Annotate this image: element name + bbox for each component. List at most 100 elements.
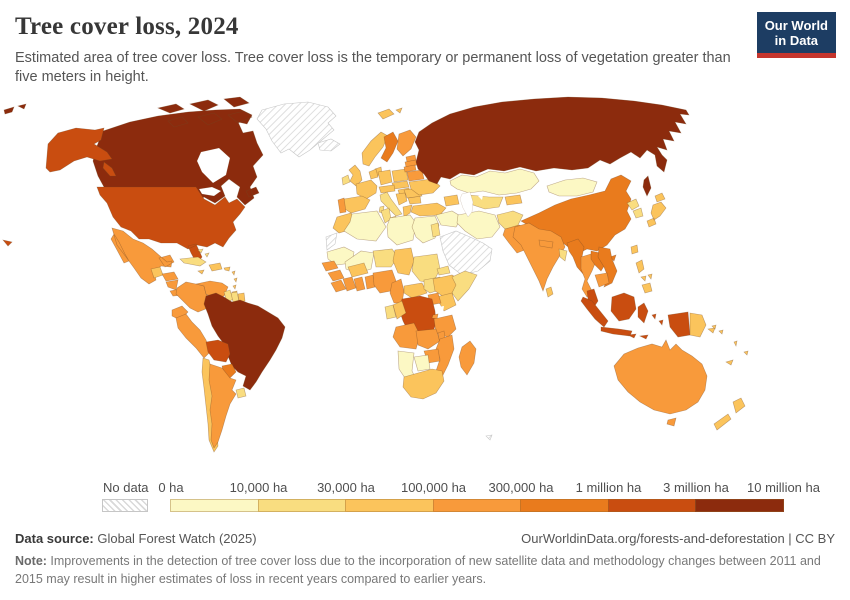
country-fiji[interactable] [743,350,749,356]
country-philippines[interactable] [635,259,653,294]
country-mongolia[interactable] [546,177,598,197]
country-russia[interactable] [3,96,690,197]
country-jamaica[interactable] [197,269,205,275]
country-israel-jordan[interactable] [430,222,441,238]
country-spain[interactable] [341,195,371,214]
country-central-african-republic[interactable] [403,282,428,299]
country-burkina-faso[interactable] [347,262,369,278]
country-norway[interactable] [361,131,389,167]
country-cambodia[interactable] [594,272,610,288]
country-poland[interactable] [391,168,409,183]
country-kerguelen[interactable] [485,434,493,441]
country-egypt[interactable] [411,215,440,244]
country-french-guiana[interactable] [237,292,246,303]
country-liberia[interactable] [330,279,347,293]
country-india[interactable] [512,222,566,292]
no-data-swatch[interactable] [102,499,148,512]
country-senegal[interactable] [321,260,339,272]
country-cuba[interactable] [179,256,207,267]
country-papua-new-guinea[interactable] [689,312,716,338]
legend-swatch[interactable] [520,499,609,512]
country-nicaragua[interactable] [165,279,179,291]
country-malaysia[interactable] [586,288,599,308]
country-austria-switzerland[interactable] [378,184,396,194]
data-source: Data source: Global Forest Watch (2025) [15,531,257,546]
owid-link[interactable]: OurWorldinData.org/forests-and-deforesta… [521,531,835,546]
country-argentina[interactable] [208,363,237,449]
country-bangladesh[interactable] [558,248,568,262]
country-puerto-rico[interactable] [223,266,231,272]
country-taiwan[interactable] [630,244,639,255]
country-iran[interactable] [456,210,501,240]
country-benelux[interactable] [368,168,379,180]
country-ghana[interactable] [353,276,366,292]
country-venezuela[interactable] [195,280,229,299]
country-portugal[interactable] [337,197,347,214]
country-sri-lanka[interactable] [545,286,554,298]
country-western-sahara[interactable] [325,232,338,251]
country-germany[interactable] [377,169,393,186]
country-zambia[interactable] [415,328,441,350]
country-hispaniola[interactable] [208,262,223,272]
country-honduras[interactable] [161,271,179,282]
country-kazakhstan[interactable] [449,168,540,196]
country-lesser-antilles[interactable] [231,270,238,290]
country-madagascar[interactable] [458,340,477,376]
country-kyrgyzstan-tajikistan[interactable] [504,194,523,206]
country-iceland[interactable] [317,138,341,152]
country-ireland[interactable] [341,174,351,186]
country-algeria[interactable] [343,210,387,242]
legend-swatch[interactable] [607,499,696,512]
country-greece[interactable] [402,204,413,218]
country-gabon[interactable] [384,304,397,320]
country-eritrea[interactable] [436,265,451,276]
legend-swatch[interactable] [257,499,346,512]
country-botswana[interactable] [413,354,431,372]
legend-swatch[interactable] [695,499,784,512]
country-lithuania[interactable] [403,164,417,173]
country-caucasus[interactable] [443,194,460,207]
country-australia[interactable] [613,339,708,427]
country-uk[interactable] [348,164,363,187]
country-ivory-coast[interactable] [342,276,357,292]
country-saudi-arabia[interactable] [439,230,493,276]
legend-tick-label: 100,000 ha [400,480,467,495]
legend-swatch[interactable] [170,499,259,512]
legend-swatch[interactable] [345,499,434,512]
country-chad[interactable] [392,247,415,276]
country-finland[interactable] [396,129,417,157]
country-japan[interactable] [646,192,667,228]
country-uruguay[interactable] [235,387,247,399]
country-togo-benin[interactable] [364,274,376,290]
country-france[interactable] [355,179,378,200]
country-new-zealand[interactable] [713,397,746,431]
legend-swatch[interactable] [432,499,521,512]
country-north-korea[interactable] [626,198,640,211]
country-vietnam[interactable] [597,246,618,288]
country-kenya[interactable] [435,292,457,312]
country-svalbard[interactable] [377,107,403,120]
country-south-korea[interactable] [632,207,644,219]
country-peru[interactable] [175,313,211,359]
country-solomon-islands[interactable] [711,324,724,335]
country-balkans[interactable] [395,192,408,206]
country-libya[interactable] [386,214,417,246]
country-belarus[interactable] [406,169,425,182]
country-uzbekistan-turkmenistan[interactable] [468,194,504,210]
country-congo[interactable] [392,300,407,320]
country-bolivia[interactable] [205,339,231,363]
country-greenland[interactable] [256,101,337,158]
country-new-caledonia[interactable] [725,359,734,366]
country-angola[interactable] [392,322,421,350]
country-vanuatu[interactable] [733,340,738,347]
country-indonesia[interactable] [580,292,691,340]
country-bahamas[interactable] [197,248,210,258]
owid-logo[interactable]: Our World in Data [756,12,836,58]
country-south-africa[interactable] [402,368,445,400]
country-brazil[interactable] [203,292,286,391]
country-mexico[interactable] [110,227,175,285]
country-somalia[interactable] [451,270,478,302]
country-nepal[interactable] [538,239,554,249]
country-guinea[interactable] [327,269,345,282]
country-sweden[interactable] [380,131,399,163]
